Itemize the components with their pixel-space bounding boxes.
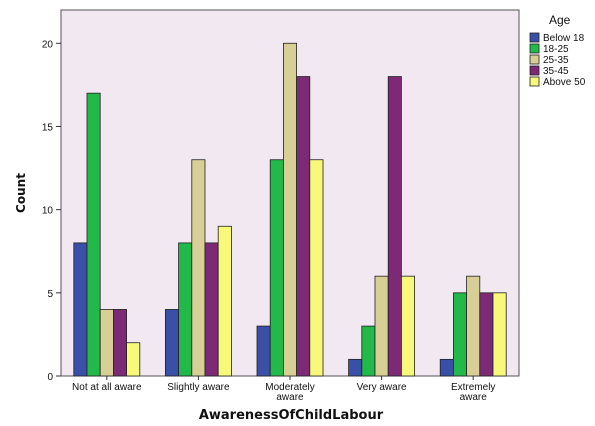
- bar: [479, 292, 494, 377]
- legend-swatch: [529, 54, 540, 65]
- y-tick-label: 10: [42, 206, 54, 217]
- legend-swatch: [529, 43, 540, 54]
- x-axis-title: AwarenessOfChildLabour: [199, 408, 384, 423]
- legend-title: Age: [549, 13, 571, 27]
- legend-swatch: [529, 65, 540, 76]
- y-axis-title: Count: [14, 173, 28, 213]
- bar: [309, 159, 324, 377]
- bar: [439, 358, 454, 377]
- legend-swatch: [529, 32, 540, 43]
- bar: [256, 325, 271, 377]
- bar: [282, 42, 297, 377]
- bar: [348, 358, 363, 377]
- y-tick-label: 0: [47, 372, 53, 383]
- x-tick-label: Extremely: [451, 382, 495, 393]
- x-tick-label: Moderately: [265, 382, 314, 393]
- y-tick-label: 20: [42, 39, 54, 50]
- legend-swatch: [529, 76, 540, 87]
- bar: [452, 292, 467, 377]
- y-tick-label: 15: [42, 122, 54, 133]
- x-tick-label: aware: [460, 392, 488, 403]
- bar: [86, 92, 101, 377]
- bar: [204, 242, 219, 377]
- bar: [164, 309, 179, 377]
- bar: [361, 325, 376, 377]
- legend-label: 25-35: [543, 55, 569, 66]
- bar-layer: [73, 42, 507, 377]
- bar: [269, 159, 284, 377]
- bar: [466, 275, 481, 377]
- legend-label: 18-25: [543, 44, 569, 55]
- bar: [400, 275, 415, 377]
- bar: [296, 76, 311, 377]
- bar: [492, 292, 507, 377]
- x-tick-label: Slightly aware: [167, 382, 230, 393]
- bar: [191, 159, 206, 377]
- x-tick-label: aware: [276, 392, 304, 403]
- y-axis: 0 5 10 15 20: [42, 39, 61, 383]
- bar: [374, 275, 389, 377]
- x-tick-label: Very aware: [357, 382, 407, 393]
- y-tick-label: 5: [47, 289, 53, 300]
- bar: [99, 309, 114, 377]
- bar: [113, 309, 128, 377]
- legend-label: 35-45: [543, 66, 569, 77]
- x-tick-label: Not at all aware: [72, 382, 142, 393]
- bar: [178, 242, 193, 377]
- bar: [217, 225, 232, 377]
- bar: [126, 342, 141, 377]
- bar: [387, 76, 402, 377]
- x-axis: Not at all aware Slightly aware Moderately…: [72, 376, 495, 403]
- bar: [73, 242, 88, 377]
- legend-label: Above 50: [543, 77, 586, 88]
- legend-label: Below 18: [543, 33, 585, 44]
